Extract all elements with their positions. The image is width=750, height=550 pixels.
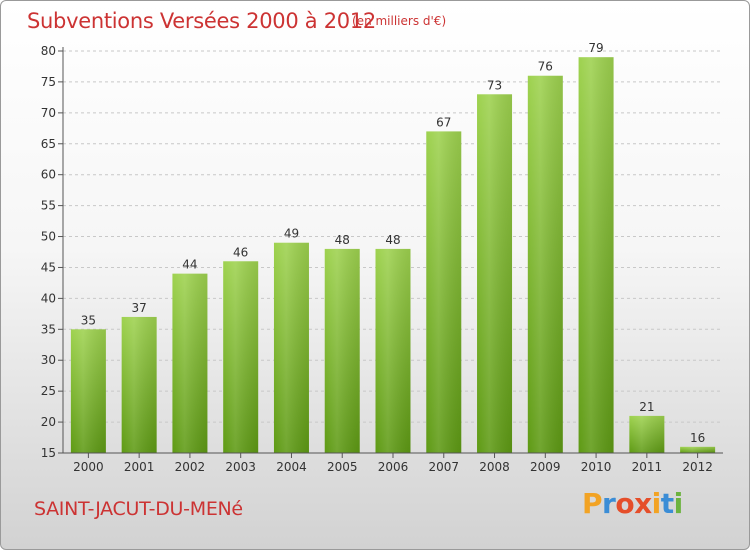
x-tick-label-2010: 2010 — [581, 460, 612, 474]
data-label-2009: 76 — [538, 60, 553, 74]
x-tick-label-2000: 2000 — [73, 460, 104, 474]
x-tick-label-2001: 2001 — [124, 460, 155, 474]
municipality-name: SAINT-JACUT-DU-MENé — [34, 498, 243, 520]
bar-shade-2004 — [273, 242, 309, 453]
x-tick-label-2012: 2012 — [682, 460, 713, 474]
y-tick-label: 60 — [41, 168, 56, 182]
x-tick-label-2011: 2011 — [632, 460, 663, 474]
x-tick-label-2009: 2009 — [530, 460, 561, 474]
proxiti-logo[interactable]: Proxiti — [582, 487, 683, 520]
data-label-2006: 48 — [385, 233, 400, 247]
bar-shade-2000 — [70, 329, 106, 453]
data-label-2007: 67 — [436, 115, 451, 129]
data-label-2011: 21 — [639, 400, 654, 414]
data-label-2012: 16 — [690, 431, 705, 445]
y-tick-label: 45 — [41, 260, 56, 274]
x-tick-label-2007: 2007 — [428, 460, 459, 474]
x-tick-label-2003: 2003 — [225, 460, 256, 474]
bar-shade-2006 — [375, 248, 411, 453]
data-label-2002: 44 — [182, 258, 197, 272]
y-tick-label: 65 — [41, 137, 56, 151]
chart-unit-note: (en milliers d'€) — [352, 14, 447, 28]
x-tick-label-2005: 2005 — [327, 460, 358, 474]
y-tick-label: 20 — [41, 415, 56, 429]
bar-shade-2003 — [223, 261, 259, 453]
logo-letter: x — [634, 487, 652, 520]
bar-shade-2005 — [324, 248, 360, 453]
bar-shade-2008 — [477, 94, 513, 454]
x-tick-label-2008: 2008 — [479, 460, 510, 474]
y-tick-label: 35 — [41, 322, 56, 336]
logo-letter: t — [660, 487, 674, 520]
y-tick-label: 55 — [41, 199, 56, 213]
y-tick-label: 40 — [41, 291, 56, 305]
data-label-2010: 79 — [588, 41, 603, 55]
y-tick-label: 50 — [41, 230, 56, 244]
logo-letter: r — [602, 487, 616, 520]
bar-shade-2010 — [578, 57, 614, 453]
data-label-2001: 37 — [132, 301, 147, 315]
data-label-2003: 46 — [233, 245, 248, 259]
bar-shade-2009 — [527, 75, 563, 453]
bar-shade-2002 — [172, 273, 208, 453]
data-label-2008: 73 — [487, 78, 502, 92]
bar-shade-2012 — [680, 446, 716, 453]
logo-letter: P — [582, 487, 603, 520]
data-label-2004: 49 — [284, 227, 299, 241]
y-tick-label: 15 — [41, 446, 56, 460]
bar-shade-2001 — [121, 316, 157, 453]
y-tick-label: 80 — [41, 44, 56, 58]
bar-shade-2011 — [629, 415, 665, 453]
logo-letter: o — [615, 487, 635, 520]
y-tick-label: 75 — [41, 75, 56, 89]
bar-shade-2007 — [426, 131, 462, 453]
x-tick-label-2004: 2004 — [276, 460, 307, 474]
logo-letter: i — [651, 487, 662, 520]
x-tick-label-2002: 2002 — [175, 460, 206, 474]
data-label-2000: 35 — [81, 313, 96, 327]
y-tick-label: 30 — [41, 353, 56, 367]
y-tick-label: 25 — [41, 384, 56, 398]
logo-letter: i — [673, 487, 684, 520]
chart-title: Subventions Versées 2000 à 2012 — [27, 9, 376, 33]
y-tick-label: 70 — [41, 106, 56, 120]
data-label-2005: 48 — [335, 233, 350, 247]
x-tick-label-2006: 2006 — [378, 460, 409, 474]
